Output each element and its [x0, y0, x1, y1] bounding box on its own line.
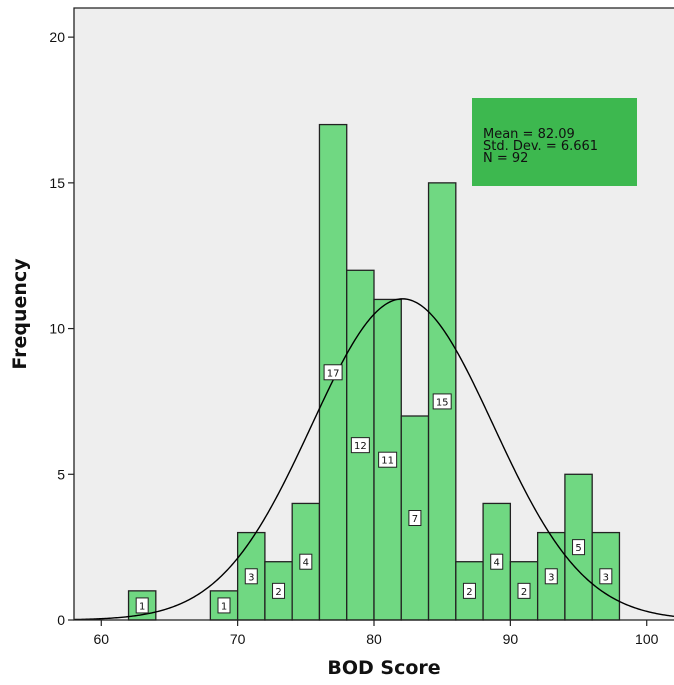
bar-value-label: 17: [323, 364, 343, 381]
bar-value-label: 4: [299, 553, 313, 570]
bar-value-label-text: 7: [412, 514, 418, 525]
bar-value-label: 5: [572, 539, 586, 556]
bar-value-label: 4: [490, 553, 504, 570]
bar-value-label-box: [490, 553, 504, 570]
bar-value-label-text: 11: [381, 456, 394, 467]
bar-value-label-text: 3: [248, 572, 254, 583]
y-tick-label: 15: [49, 175, 65, 191]
bar-value-label: 2: [517, 582, 531, 599]
stats-n-label: N = 92: [483, 151, 528, 166]
bar-value-label-text: 4: [303, 558, 309, 569]
bar-value-label-text: 1: [139, 601, 145, 612]
bar-value-label: 1: [217, 597, 231, 614]
stats-box-background: [472, 98, 637, 186]
bar-value-label-text: 3: [548, 572, 554, 583]
stats-box: Mean = 82.09 Std. Dev. = 6.661 N = 92: [472, 98, 637, 186]
bar-value-label: 2: [462, 582, 476, 599]
bar-value-label: 7: [408, 510, 422, 526]
bar-value-label-box: [408, 510, 422, 526]
curve-layer: [73, 298, 674, 621]
x-tick-label: 60: [93, 631, 109, 647]
bar-value-label-text: 15: [436, 397, 449, 408]
x-tick-label: 100: [635, 631, 659, 647]
bar-value-label-box: [272, 582, 286, 599]
bar-value-label-box: [599, 568, 613, 585]
bar-value-label-text: 2: [466, 587, 472, 598]
bar-value-label-box: [462, 582, 476, 599]
bar-value-label-text: 1: [221, 601, 227, 612]
y-tick-label: 10: [49, 321, 65, 337]
bar-value-label-text: 5: [575, 543, 581, 554]
bar-value-label-box: [299, 553, 313, 570]
bar-value-label: 1: [135, 597, 149, 614]
bar-value-label-box: [323, 364, 343, 381]
bar-value-label-text: 12: [354, 441, 367, 452]
bar-value-label-text: 17: [327, 368, 340, 379]
bar-value-label-box: [244, 568, 258, 585]
bar-value-label-box: [517, 582, 531, 599]
bar-value-label: 3: [244, 568, 258, 585]
bar-value-label-box: [432, 393, 452, 410]
stats-std-label: Std. Dev. = 6.661: [483, 139, 598, 154]
y-tick-label: 20: [49, 29, 65, 45]
x-tick-label: 90: [503, 631, 519, 647]
bar-value-label-text: 2: [521, 587, 527, 598]
stats-mean-label: Mean = 82.09: [483, 127, 575, 142]
bar-value-label: 3: [544, 568, 558, 585]
bar-value-label-box: [217, 597, 231, 614]
bar-value-label: 2: [272, 582, 286, 599]
y-axis-title: Frequency: [9, 258, 31, 370]
bar-value-label-box: [135, 597, 149, 614]
bar-value-label-box: [378, 451, 398, 468]
y-tick-label: 0: [57, 612, 65, 628]
y-tick-label: 5: [57, 466, 65, 482]
bar-value-label: 15: [432, 393, 452, 410]
bar-value-label-text: 4: [494, 558, 500, 569]
x-tick-label: 80: [366, 631, 382, 647]
bar-value-label: 3: [599, 568, 613, 585]
bar-value-label: 12: [350, 437, 370, 454]
bar-value-label-box: [350, 437, 370, 454]
bar-value-label-box: [572, 539, 586, 556]
bar-value-label: 11: [378, 451, 398, 468]
bar-value-label-box: [544, 568, 558, 585]
x-tick-label: 70: [230, 631, 246, 647]
bar-value-label-text: 3: [603, 572, 609, 583]
bar-value-label-text: 2: [275, 587, 281, 598]
x-axis-title: BOD Score: [327, 657, 440, 679]
normal-curve: [73, 298, 674, 621]
